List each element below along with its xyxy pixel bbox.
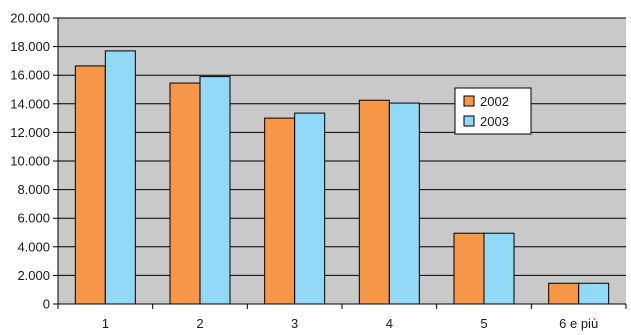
y-tick-label: 18.000 xyxy=(10,39,50,54)
bar-2002-3 xyxy=(264,117,296,305)
legend-label-2002: 2002 xyxy=(480,94,509,109)
x-tick-label: 3 xyxy=(291,316,298,331)
bars xyxy=(74,50,610,305)
bar-2003-5 xyxy=(483,232,515,305)
x-tick-label: 2 xyxy=(196,316,203,331)
bar-2002-6 xyxy=(548,282,580,305)
legend-swatch-2002 xyxy=(463,95,475,107)
y-tick-label: 4.000 xyxy=(17,239,50,254)
bar-2002-2 xyxy=(169,82,201,305)
axes xyxy=(53,17,627,309)
bar-2003-3 xyxy=(294,112,326,305)
legend: 2002 2003 xyxy=(454,87,532,135)
y-tick-label: 10.000 xyxy=(10,154,50,169)
y-tick-label: 2.000 xyxy=(17,268,50,283)
x-tick-label: 4 xyxy=(386,316,393,331)
y-tick-label: 0 xyxy=(43,297,50,312)
y-tick-label: 20.000 xyxy=(10,11,50,26)
legend-swatch-2003 xyxy=(463,115,475,127)
bar-2002-5 xyxy=(453,232,485,305)
bar-2003-1 xyxy=(104,50,136,305)
y-tick-labels: 0 2.000 4.000 6.000 8.000 10.000 12.000 14.000 1… xyxy=(10,11,50,312)
y-tick-label: 12.000 xyxy=(10,125,50,140)
y-tick-label: 6.000 xyxy=(17,211,50,226)
bar-2003-4 xyxy=(388,102,420,305)
bar-2003-6 xyxy=(578,282,610,305)
x-tick-label: 5 xyxy=(480,316,487,331)
x-tick-label: 6 e più xyxy=(559,316,598,331)
y-tick-label: 14.000 xyxy=(10,96,50,111)
bar-2002-1 xyxy=(74,65,106,305)
bar-2002-4 xyxy=(358,99,390,305)
y-tick-label: 8.000 xyxy=(17,182,50,197)
legend-label-2003: 2003 xyxy=(480,114,509,129)
x-tick-labels: 1 2 3 4 5 6 e più xyxy=(102,316,598,331)
bar-2003-2 xyxy=(199,76,231,305)
y-tick-label: 16.000 xyxy=(10,68,50,83)
x-tick-label: 1 xyxy=(102,316,109,331)
